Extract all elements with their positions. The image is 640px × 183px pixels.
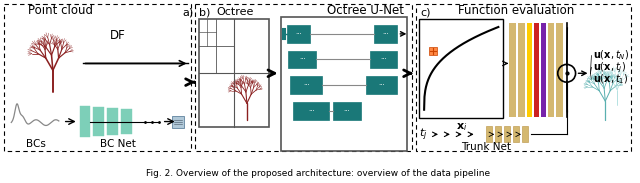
Bar — [93, 107, 104, 136]
Bar — [293, 102, 329, 119]
Text: $\mathbf{u}(\mathbf{x},t_j)$: $\mathbf{u}(\mathbf{x},t_j)$ — [593, 60, 627, 74]
Bar — [541, 23, 545, 117]
Text: BC Net: BC Net — [100, 139, 136, 149]
Bar — [513, 126, 519, 142]
Bar — [527, 23, 532, 117]
Bar — [504, 126, 510, 142]
Text: $t_j$: $t_j$ — [419, 126, 428, 143]
Text: $\mathbf{x}_i$: $\mathbf{x}_i$ — [456, 122, 467, 133]
Text: ···: ··· — [308, 108, 315, 114]
Text: Octree: Octree — [216, 7, 253, 17]
Text: ···: ··· — [344, 108, 350, 114]
Bar — [509, 23, 516, 117]
Bar — [287, 25, 310, 43]
Text: BCs: BCs — [26, 139, 46, 149]
Text: DF: DF — [110, 29, 126, 42]
Text: $\mathbf{u}(\mathbf{x},t_N)$: $\mathbf{u}(\mathbf{x},t_N)$ — [593, 49, 630, 62]
Text: Fig. 2. Overview of the proposed architecture: overview of the data pipeline: Fig. 2. Overview of the proposed archite… — [146, 169, 490, 178]
Bar — [200, 19, 269, 127]
Bar — [4, 4, 191, 151]
Bar — [280, 17, 407, 151]
Bar — [365, 76, 397, 94]
Bar — [121, 109, 132, 134]
Text: ···: ··· — [295, 31, 301, 37]
Text: ···: ··· — [378, 82, 385, 88]
Text: Point cloud: Point cloud — [28, 4, 93, 17]
Text: a): a) — [182, 7, 194, 17]
Text: c): c) — [420, 7, 431, 17]
Bar — [495, 126, 501, 142]
Bar — [374, 25, 397, 43]
Bar — [556, 23, 563, 117]
Bar — [289, 51, 316, 68]
Bar — [333, 102, 361, 119]
Text: ···: ··· — [382, 31, 389, 37]
Bar — [108, 108, 118, 135]
Bar — [534, 23, 539, 117]
Bar — [291, 76, 322, 94]
Text: ...: ... — [597, 58, 605, 67]
Text: b): b) — [200, 7, 211, 17]
Bar — [429, 47, 437, 55]
Bar — [172, 116, 184, 128]
Bar — [548, 23, 554, 117]
Bar — [79, 106, 90, 137]
Bar — [195, 4, 412, 151]
Bar — [522, 126, 528, 142]
Bar — [518, 23, 525, 117]
Bar — [486, 126, 492, 142]
Text: ···: ··· — [299, 57, 306, 62]
Text: Function evaluation: Function evaluation — [458, 4, 574, 17]
Text: Trunk Net: Trunk Net — [461, 142, 511, 152]
Bar — [416, 4, 631, 151]
Bar — [419, 19, 503, 118]
Text: $\mathbf{u}(\mathbf{x},t_1)$: $\mathbf{u}(\mathbf{x},t_1)$ — [593, 72, 629, 86]
Bar — [370, 51, 397, 68]
Text: ···: ··· — [380, 57, 387, 62]
Text: ···: ··· — [303, 82, 310, 88]
Text: Octree U-Net: Octree U-Net — [327, 4, 404, 17]
